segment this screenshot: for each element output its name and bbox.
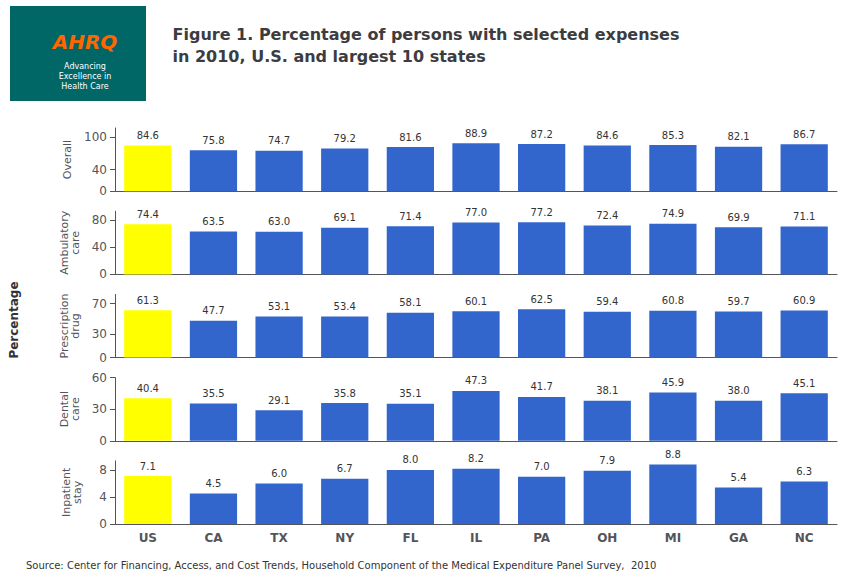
svg-text:100: 100: [84, 130, 107, 144]
svg-text:6.7: 6.7: [337, 463, 353, 474]
svg-text:Prescription: Prescription: [57, 293, 71, 359]
svg-text:63.0: 63.0: [268, 216, 290, 227]
svg-text:0: 0: [99, 434, 107, 448]
svg-text:MI: MI: [665, 531, 681, 545]
svg-text:US: US: [139, 531, 157, 545]
svg-text:40.4: 40.4: [137, 383, 159, 394]
svg-text:53.1: 53.1: [268, 301, 290, 312]
svg-text:6.3: 6.3: [796, 466, 812, 477]
svg-text:Ambulatory: Ambulatory: [57, 210, 71, 275]
svg-text:35.5: 35.5: [202, 388, 224, 399]
svg-text:Dental: Dental: [57, 391, 71, 428]
svg-text:59.7: 59.7: [727, 296, 749, 307]
svg-text:30: 30: [92, 402, 107, 416]
svg-text:29.1: 29.1: [268, 395, 290, 406]
svg-text:38.1: 38.1: [596, 385, 618, 396]
svg-text:0: 0: [99, 517, 107, 531]
svg-text:Figure 1. Percentage of person: Figure 1. Percentage of persons with sel…: [173, 25, 680, 44]
svg-text:87.2: 87.2: [531, 129, 553, 140]
svg-text:Overall: Overall: [61, 140, 74, 179]
svg-text:0: 0: [99, 351, 107, 365]
svg-text:GA: GA: [729, 531, 749, 545]
svg-text:45.1: 45.1: [793, 378, 815, 389]
svg-text:4: 4: [99, 490, 107, 504]
svg-text:drug: drug: [69, 313, 82, 338]
svg-text:84.6: 84.6: [137, 130, 159, 141]
svg-text:stay: stay: [71, 480, 84, 504]
svg-text:7.1: 7.1: [140, 461, 156, 472]
svg-text:Advancing: Advancing: [64, 62, 106, 71]
svg-text:4.5: 4.5: [206, 478, 222, 489]
svg-text:8.8: 8.8: [665, 449, 681, 460]
svg-text:53.4: 53.4: [334, 301, 356, 312]
svg-text:IL: IL: [470, 531, 482, 545]
svg-text:OH: OH: [597, 531, 617, 545]
svg-text:Health Care: Health Care: [61, 82, 108, 91]
svg-text:40: 40: [92, 163, 107, 177]
svg-text:79.2: 79.2: [334, 133, 356, 144]
svg-text:47.7: 47.7: [202, 305, 224, 316]
svg-text:Percentage: Percentage: [7, 281, 21, 358]
svg-text:62.5: 62.5: [531, 294, 553, 305]
svg-text:69.1: 69.1: [334, 212, 356, 223]
svg-text:CA: CA: [204, 531, 223, 545]
svg-text:5.4: 5.4: [731, 472, 747, 483]
svg-text:74.9: 74.9: [662, 208, 684, 219]
svg-text:30: 30: [92, 327, 107, 341]
svg-text:PA: PA: [533, 531, 551, 545]
svg-text:60: 60: [92, 371, 107, 385]
svg-text:41.7: 41.7: [531, 381, 553, 392]
svg-text:80: 80: [92, 213, 107, 227]
svg-text:74.4: 74.4: [137, 209, 159, 220]
svg-text:Excellence in: Excellence in: [59, 72, 112, 81]
svg-text:84.6: 84.6: [596, 130, 618, 141]
svg-text:81.6: 81.6: [399, 132, 421, 143]
svg-text:8: 8: [99, 463, 107, 477]
svg-text:care: care: [69, 397, 82, 421]
svg-text:AHRQ: AHRQ: [51, 30, 118, 54]
svg-text:in 2010, U.S. and largest 10 s: in 2010, U.S. and largest 10 states: [173, 47, 486, 66]
svg-text:care: care: [69, 231, 82, 255]
svg-text:FL: FL: [402, 531, 418, 545]
svg-text:7.0: 7.0: [534, 461, 550, 472]
svg-text:TX: TX: [270, 531, 288, 545]
svg-text:NY: NY: [335, 531, 354, 545]
svg-text:59.4: 59.4: [596, 296, 618, 307]
svg-text:45.9: 45.9: [662, 377, 684, 388]
svg-text:6.0: 6.0: [271, 468, 287, 479]
svg-text:75.8: 75.8: [202, 135, 224, 146]
svg-text:Inpatient: Inpatient: [60, 467, 73, 518]
svg-text:86.7: 86.7: [793, 129, 815, 140]
svg-text:8.0: 8.0: [402, 454, 418, 465]
svg-text:Source: Center for Financing,: Source: Center for Financing, Access, an…: [26, 560, 656, 571]
svg-text:35.1: 35.1: [399, 388, 421, 399]
svg-text:58.1: 58.1: [399, 297, 421, 308]
svg-text:69.9: 69.9: [727, 212, 749, 223]
svg-text:60.8: 60.8: [662, 295, 684, 306]
svg-text:35.8: 35.8: [334, 388, 356, 399]
svg-text:77.0: 77.0: [465, 207, 487, 218]
svg-text:72.4: 72.4: [596, 210, 618, 221]
svg-text:60.9: 60.9: [793, 295, 815, 306]
svg-text:88.9: 88.9: [465, 128, 487, 139]
svg-text:38.0: 38.0: [727, 385, 749, 396]
svg-text:60.1: 60.1: [465, 296, 487, 307]
svg-text:85.3: 85.3: [662, 130, 684, 141]
svg-text:0: 0: [99, 267, 107, 281]
svg-text:74.7: 74.7: [268, 135, 290, 146]
svg-text:82.1: 82.1: [727, 131, 749, 142]
svg-text:71.1: 71.1: [793, 211, 815, 222]
svg-text:71.4: 71.4: [399, 211, 421, 222]
svg-text:0: 0: [99, 184, 107, 198]
svg-text:77.2: 77.2: [531, 207, 553, 218]
svg-text:NC: NC: [795, 531, 814, 545]
svg-text:47.3: 47.3: [465, 375, 487, 386]
svg-text:61.3: 61.3: [137, 295, 159, 306]
svg-text:8.2: 8.2: [468, 453, 484, 464]
svg-text:63.5: 63.5: [202, 216, 224, 227]
svg-text:40: 40: [92, 240, 107, 254]
svg-text:7.9: 7.9: [599, 455, 615, 466]
svg-text:70: 70: [92, 297, 107, 311]
